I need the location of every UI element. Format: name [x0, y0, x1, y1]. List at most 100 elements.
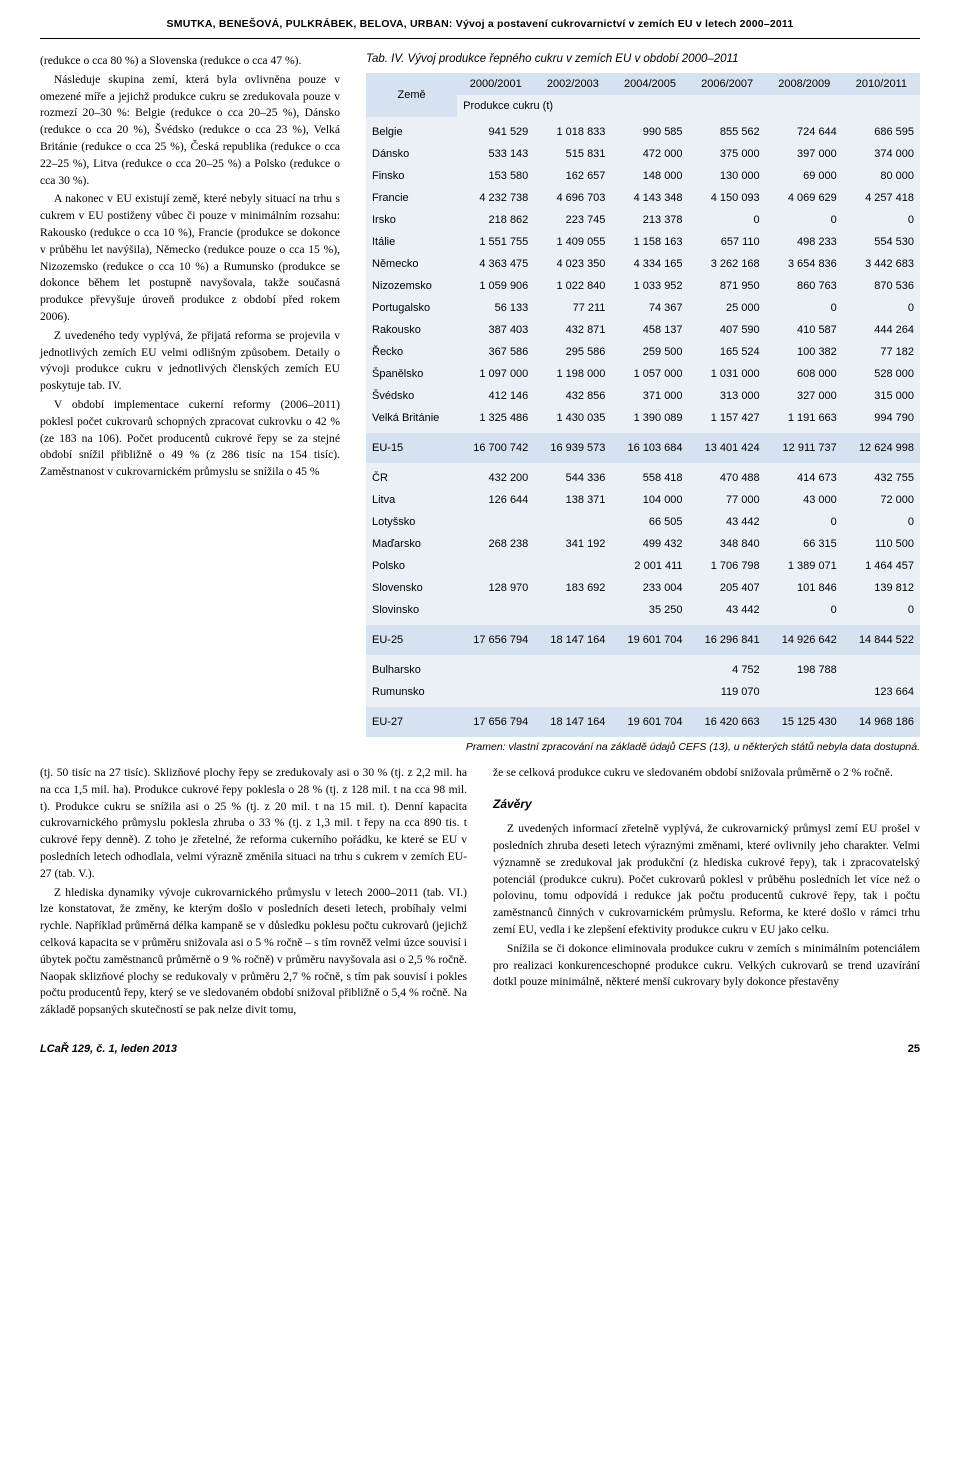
table-cell-value	[457, 555, 534, 577]
table-cell-value: 259 500	[611, 341, 688, 363]
table-cell-value: 432 871	[534, 319, 611, 341]
table-cell-value	[611, 681, 688, 707]
table-cell-value: 686 595	[843, 117, 920, 143]
table-cell-value	[534, 655, 611, 681]
table-cell-value: 17 656 794	[457, 707, 534, 737]
sugar-production-table: Země2000/20012002/20032004/20052006/2007…	[366, 73, 920, 737]
table-cell-country: Belgie	[366, 117, 457, 143]
table-cell-value: 4 023 350	[534, 253, 611, 275]
table-cell-value: 327 000	[766, 385, 843, 407]
table-row: Velká Británie1 325 4861 430 0351 390 08…	[366, 407, 920, 433]
table-cell-value: 15 125 430	[766, 707, 843, 737]
table-cell-value: 77 211	[534, 297, 611, 319]
table-row: Francie4 232 7384 696 7034 143 3484 150 …	[366, 187, 920, 209]
table-cell-value: 4 363 475	[457, 253, 534, 275]
paragraph: A nakonec v EU existují země, které neby…	[40, 191, 340, 325]
table-cell-value	[843, 655, 920, 681]
table-cell-value: 1 706 798	[689, 555, 766, 577]
table-cell-value: 1 409 055	[534, 231, 611, 253]
table-row: Lotyšsko66 50543 44200	[366, 511, 920, 533]
table-cell-country: Francie	[366, 187, 457, 209]
table-header-year: 2002/2003	[534, 73, 611, 95]
table-row: Dánsko533 143515 831472 000375 000397 00…	[366, 143, 920, 165]
table-cell-country: Švédsko	[366, 385, 457, 407]
table-cell-value: 1 551 755	[457, 231, 534, 253]
table-cell-value: 233 004	[611, 577, 688, 599]
table-cell-country: Dánsko	[366, 143, 457, 165]
table-cell-value: 0	[766, 209, 843, 231]
table-row: Slovinsko35 25043 44200	[366, 599, 920, 625]
table-cell-country: Polsko	[366, 555, 457, 577]
table-cell-country: EU-15	[366, 433, 457, 463]
table-cell-value: 990 585	[611, 117, 688, 143]
table-cell-value: 43 442	[689, 599, 766, 625]
table-row: Finsko153 580162 657148 000130 00069 000…	[366, 165, 920, 187]
table-cell-value: 2 001 411	[611, 555, 688, 577]
header-rule	[40, 38, 920, 39]
table-cell-value: 268 238	[457, 533, 534, 555]
table-row: Polsko2 001 4111 706 7981 389 0711 464 4…	[366, 555, 920, 577]
table-cell-value: 19 601 704	[611, 707, 688, 737]
table-cell-value: 1 031 000	[689, 363, 766, 385]
table-cell-value: 1 158 163	[611, 231, 688, 253]
table-cell-value: 1 430 035	[534, 407, 611, 433]
table-row: Litva126 644138 371104 00077 00043 00072…	[366, 489, 920, 511]
table-cell-country: Španělsko	[366, 363, 457, 385]
table-cell-value: 0	[766, 511, 843, 533]
table-cell-country: Maďarsko	[366, 533, 457, 555]
paragraph: (tj. 50 tisíc na 27 tisíc). Sklizňové pl…	[40, 765, 467, 883]
table-header-year: 2006/2007	[689, 73, 766, 95]
table-row: EU-1516 700 74216 939 57316 103 68413 40…	[366, 433, 920, 463]
table-cell-value: 724 644	[766, 117, 843, 143]
table-cell-value: 69 000	[766, 165, 843, 187]
table-row: Španělsko1 097 0001 198 0001 057 0001 03…	[366, 363, 920, 385]
table-cell-value: 432 856	[534, 385, 611, 407]
conclusion-heading: Závěry	[493, 796, 920, 813]
table-cell-value: 218 862	[457, 209, 534, 231]
table-cell-value: 860 763	[766, 275, 843, 297]
table-cell-value: 128 970	[457, 577, 534, 599]
table-cell-value: 1 059 906	[457, 275, 534, 297]
table-cell-value: 17 656 794	[457, 625, 534, 655]
table-cell-value: 18 147 164	[534, 707, 611, 737]
table-cell-value: 1 325 486	[457, 407, 534, 433]
table-cell-value: 871 950	[689, 275, 766, 297]
paragraph: že se celková produkce cukru ve sledovan…	[493, 765, 920, 782]
table-cell-value: 101 846	[766, 577, 843, 599]
table-caption: Tab. IV. Vývoj produkce řepného cukru v …	[366, 53, 920, 65]
table-cell-value: 3 442 683	[843, 253, 920, 275]
table-cell-country: Slovensko	[366, 577, 457, 599]
table-cell-value	[766, 681, 843, 707]
table-cell-country: EU-25	[366, 625, 457, 655]
table-cell-value: 213 378	[611, 209, 688, 231]
table-cell-value: 4 752	[689, 655, 766, 681]
table-cell-value: 414 673	[766, 463, 843, 489]
table-header-year: 2000/2001	[457, 73, 534, 95]
table-cell-value: 80 000	[843, 165, 920, 187]
table-cell-value: 554 530	[843, 231, 920, 253]
table-cell-value: 558 418	[611, 463, 688, 489]
table-cell-value: 183 692	[534, 577, 611, 599]
table-cell-value: 4 257 418	[843, 187, 920, 209]
table-cell-value: 295 586	[534, 341, 611, 363]
table-cell-value: 4 696 703	[534, 187, 611, 209]
table-cell-value: 313 000	[689, 385, 766, 407]
table-cell-value: 148 000	[611, 165, 688, 187]
table-cell-value: 1 033 952	[611, 275, 688, 297]
table-cell-country: ČR	[366, 463, 457, 489]
table-cell-value	[534, 555, 611, 577]
table-cell-value: 387 403	[457, 319, 534, 341]
table-cell-value: 1 022 840	[534, 275, 611, 297]
table-cell-value: 3 262 168	[689, 253, 766, 275]
table-cell-value: 35 250	[611, 599, 688, 625]
table-row: Řecko367 586295 586259 500165 524100 382…	[366, 341, 920, 363]
table-source-note: Pramen: vlastní zpracování na základě úd…	[366, 741, 920, 753]
table-cell-value: 4 150 093	[689, 187, 766, 209]
table-cell-country: Itálie	[366, 231, 457, 253]
table-cell-value: 16 939 573	[534, 433, 611, 463]
table-cell-value: 18 147 164	[534, 625, 611, 655]
table-cell-country: Německo	[366, 253, 457, 275]
table-cell-value: 16 700 742	[457, 433, 534, 463]
body-text-lower-right: že se celková produkce cukru ve sledovan…	[493, 765, 920, 1021]
table-cell-value: 77 182	[843, 341, 920, 363]
